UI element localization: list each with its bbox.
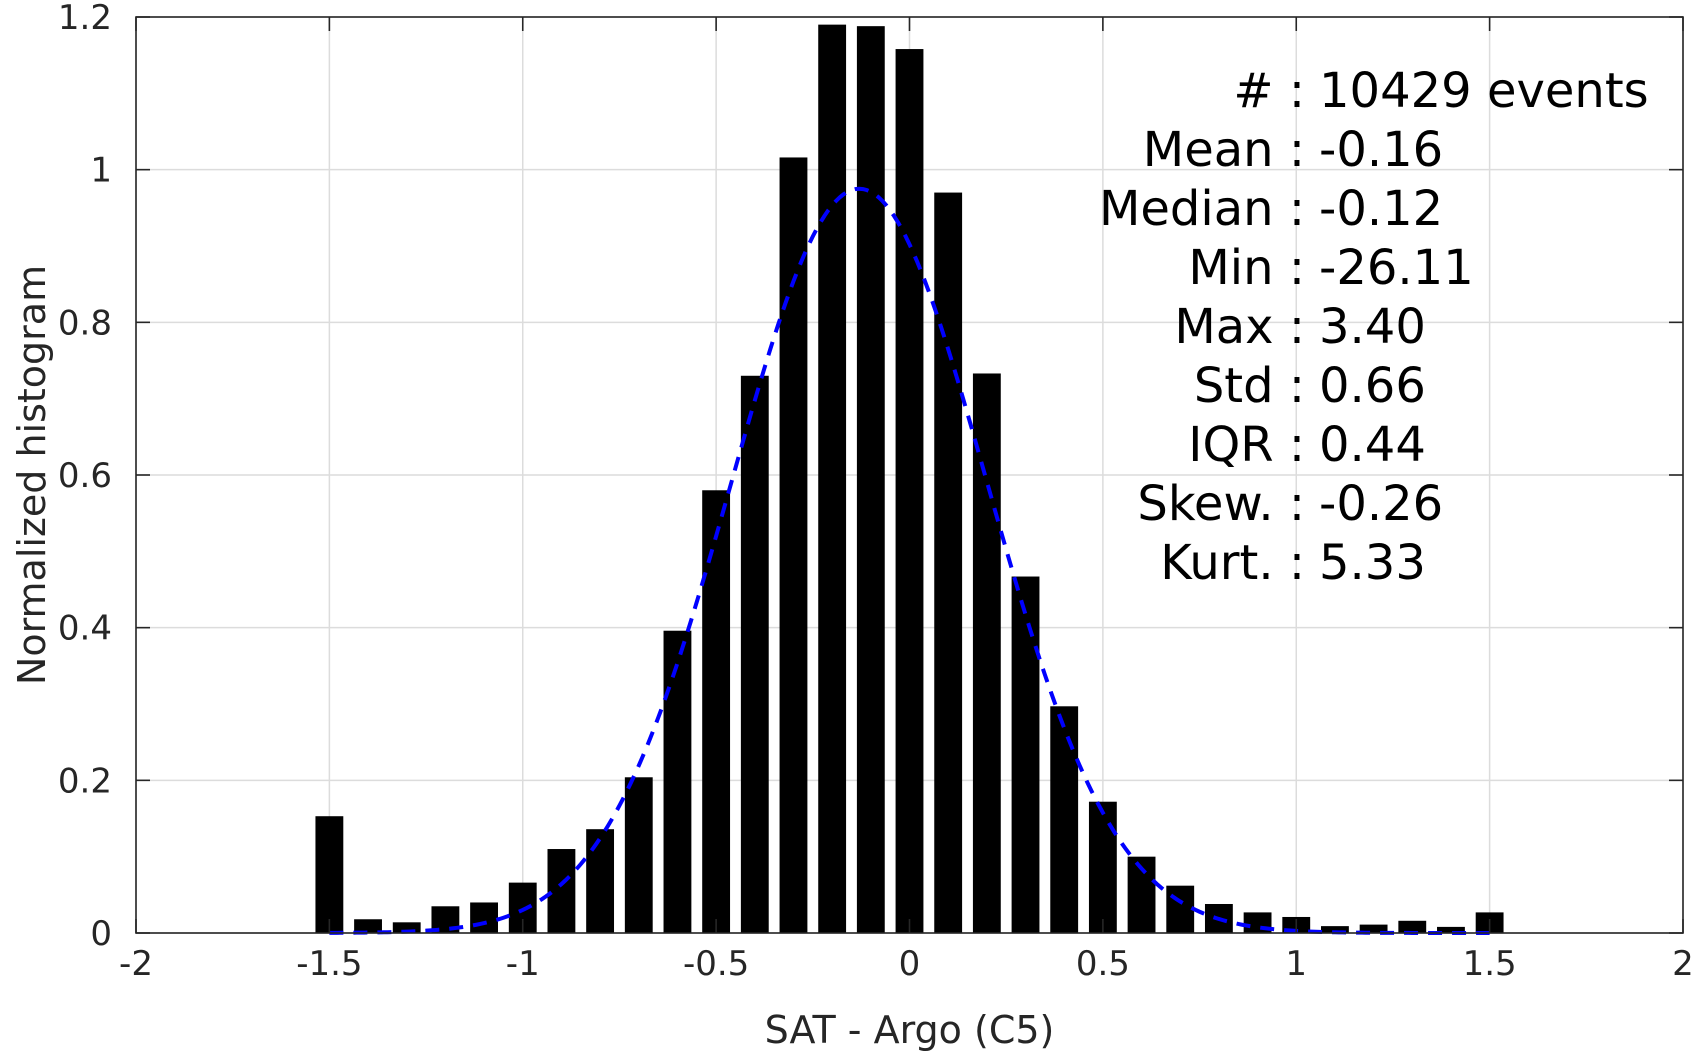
histogram-bar (354, 919, 382, 933)
stat-value: -0.26 (1319, 476, 1443, 532)
histogram-bar (1398, 920, 1427, 933)
histogram-bar (1050, 706, 1079, 933)
stat-value: -0.12 (1319, 181, 1443, 237)
y-tick-label: 0 (90, 914, 112, 954)
stat-value: 5.33 (1319, 535, 1426, 591)
histogram-bar (895, 49, 924, 934)
stat-label: IQR : (1188, 417, 1305, 473)
x-tick-label: 0.5 (1076, 944, 1130, 984)
stat-value: 3.40 (1319, 299, 1426, 355)
y-tick-label: 0.2 (58, 761, 112, 801)
histogram-bar (470, 902, 498, 933)
stat-value: -0.16 (1319, 122, 1443, 178)
x-tick-label: 2 (1672, 944, 1694, 984)
histogram-bar (740, 375, 769, 933)
x-tick-label: -1 (506, 944, 540, 984)
stat-label: Mean : (1143, 122, 1305, 178)
histogram-bar (1088, 801, 1117, 933)
y-tick-label: 1.2 (58, 0, 112, 38)
stat-value: -26.11 (1319, 240, 1474, 296)
histogram-bar (818, 24, 847, 933)
x-tick-label: -2 (119, 944, 153, 984)
stat-value: 0.44 (1319, 417, 1426, 473)
histogram-bar (702, 490, 731, 933)
histogram-bar (663, 630, 692, 933)
x-tick-label: 1 (1285, 944, 1307, 984)
histogram-bar (972, 373, 1001, 933)
stat-label: Min : (1188, 240, 1305, 296)
histogram-bar (624, 777, 653, 933)
histogram-bar (779, 157, 808, 933)
stat-label: Median : (1099, 181, 1305, 237)
histogram-bar (1359, 924, 1388, 933)
stat-label: Max : (1174, 299, 1305, 355)
histogram-bar (1011, 576, 1040, 933)
stat-value: 10429 events (1319, 63, 1649, 119)
histogram-bar (392, 922, 421, 933)
x-axis-label: SAT - Argo (C5) (765, 1008, 1055, 1052)
y-tick-label: 0.4 (58, 609, 112, 649)
y-tick-label: 0.8 (58, 303, 112, 343)
stat-label: # : (1233, 63, 1305, 119)
axis-ticks (135, 16, 1684, 934)
histogram-bar (547, 849, 576, 933)
y-axis-label: Normalized histogram (10, 265, 54, 685)
histogram-bar (1437, 926, 1465, 933)
histogram-bar (1166, 885, 1195, 933)
x-tick-label: -1.5 (296, 944, 362, 984)
y-tick-label: 0.6 (58, 456, 112, 496)
x-tick-label: 0 (899, 944, 921, 984)
histogram-bar (934, 192, 963, 934)
stat-label: Std : (1194, 358, 1305, 414)
y-tick-labels: 0 0.2 0.4 0.6 0.8 1 1.2 (58, 0, 112, 954)
x-tick-label: 1.5 (1463, 944, 1517, 984)
stat-value: 0.66 (1319, 358, 1426, 414)
stat-label: Kurt. : (1160, 535, 1305, 591)
histogram-bar (315, 816, 344, 933)
histogram-bar (1321, 926, 1349, 933)
histogram-bars (315, 24, 1504, 934)
histogram-bar (856, 26, 885, 934)
stat-label: Skew. : (1137, 476, 1305, 532)
histogram-bar (586, 829, 615, 933)
y-tick-label: 1 (90, 151, 112, 191)
x-tick-labels: -2 -1.5 -1 -0.5 0 0.5 1 1.5 2 (119, 944, 1694, 984)
x-tick-label: -0.5 (683, 944, 749, 984)
